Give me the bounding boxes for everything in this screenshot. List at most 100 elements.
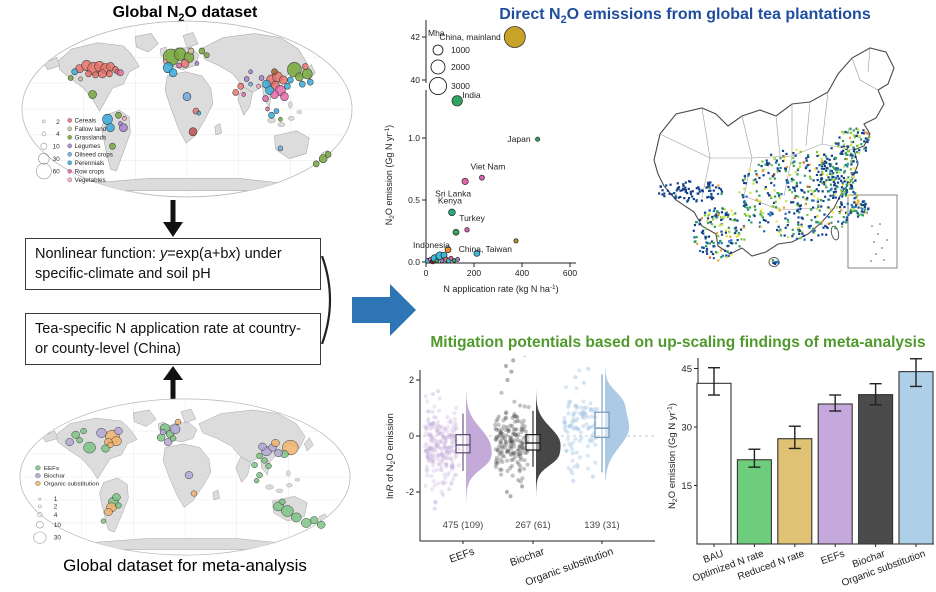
svg-text:10: 10 [54,522,62,529]
svg-text:4: 4 [56,131,60,138]
svg-text:1.0: 1.0 [408,133,420,143]
bar-group [696,367,732,545]
map-legend: EEFs Biochar Organic substitution 124 10 30 [33,465,99,544]
meta-analysis-map: EEFs Biochar Organic substitution 124 10 30 [19,398,351,556]
svg-text:30: 30 [681,423,692,434]
bar-group [898,358,934,545]
raincloud-group [562,366,630,483]
svg-text:60: 60 [53,168,61,175]
svg-text:3000: 3000 [451,81,470,91]
svg-text:2000: 2000 [451,62,470,72]
svg-text:Vegetables: Vegetables [75,177,106,184]
svg-text:200: 200 [467,268,481,278]
svg-text:0.5: 0.5 [408,195,420,205]
category-label: EEFs [819,548,846,567]
svg-text:Japan: Japan [507,134,530,144]
svg-text:1: 1 [54,496,58,503]
raincloud-group [422,389,492,511]
svg-text:0: 0 [424,268,429,278]
bar-group [858,383,894,545]
group-count: 139 (31) [584,520,619,531]
map1-title: Global N2O dataset [112,4,258,25]
svg-text:400: 400 [515,268,529,278]
inset-islands [870,223,888,262]
bar-group [817,394,853,545]
svg-text:Viet Nam: Viet Nam [471,162,506,172]
svg-text:China, mainland: China, mainland [439,32,501,42]
svg-text:N application rate (kg N ha-1): N application rate (kg N ha-1) [443,284,558,294]
country-points: China, mainland India Japan Viet Nam Sri Lan… [413,26,541,265]
scatter-section-title: Direct N2O emissions from global tea pla… [499,6,871,27]
svg-text:0.0: 0.0 [408,257,420,267]
n2o-scatter-chart: 40 42 0.0 0.5 1.0 0 200 400 600 N application rat… [384,20,577,294]
china-county-map [653,47,898,269]
svg-text:Grasslands: Grasslands [75,135,107,142]
svg-text:2: 2 [409,375,414,385]
arrow-down-icon [163,200,183,237]
axes: 2 0 -2 [406,370,655,544]
method-box-nonlinear-function: Nonlinear function: y=exp(a+bx) under sp… [25,238,321,290]
svg-text:30: 30 [53,156,61,163]
raincloud-group [493,356,561,499]
svg-text:Biochar: Biochar [508,545,546,569]
svg-text:Legumes: Legumes [75,143,101,150]
axes: 40 42 0.0 0.5 1.0 0 200 400 600 [408,20,577,278]
china-outline [653,47,895,257]
svg-text:45: 45 [681,364,692,375]
svg-text:0: 0 [409,431,414,441]
study-site-points [67,47,332,168]
svg-text:Cereals: Cereals [75,118,97,125]
method-box-tea-n-rate: Tea-specific N application rate at count… [25,313,321,365]
svg-text:30: 30 [54,535,62,542]
svg-text:Row crops: Row crops [75,168,105,175]
bar-group [777,425,813,545]
continents [19,399,351,555]
raincloud-chart: 2 0 -2 lnR of N2O emission 475 (109) EEFs 267 … [385,356,655,589]
svg-text:Kenya: Kenya [438,195,462,205]
svg-text:Oilseed crops: Oilseed crops [75,152,113,159]
svg-text:600: 600 [563,268,577,278]
taiwan-island [830,225,840,241]
county-emission-cells [658,127,871,265]
map2-caption: Global dataset for meta-analysis [63,556,307,575]
category-label: Biochar [508,545,546,569]
svg-text:40: 40 [411,75,421,85]
svg-text:India: India [462,90,481,100]
bar-group [736,448,772,545]
group-count: 475 (109) [443,520,484,531]
svg-text:15: 15 [681,481,692,492]
svg-text:Fallow land: Fallow land [75,126,107,133]
category-label: EEFs [448,546,476,566]
svg-text:EEFs: EEFs [819,548,846,567]
svg-text:EEFs: EEFs [448,546,476,566]
svg-text:4: 4 [54,512,58,519]
svg-text:Biochar: Biochar [44,474,65,480]
size-legend: Mha 1000 2000 3000 [428,28,470,96]
grouping-paren [320,256,332,344]
svg-text:N2O emission (Gg N yr-1): N2O emission (Gg N yr-1) [667,403,680,509]
svg-text:Indonesia: Indonesia [413,240,450,250]
svg-text:N2O emission (Gg N yr-1): N2O emission (Gg N yr-1) [384,125,396,225]
arrow-up-icon [163,366,183,402]
svg-text:Turkey: Turkey [459,213,485,223]
svg-text:Organic substitution: Organic substitution [44,482,99,488]
big-right-arrow-icon [352,284,416,336]
svg-text:1000: 1000 [451,45,470,55]
svg-text:42: 42 [411,32,421,42]
group-count: 267 (61) [515,520,550,531]
svg-text:10: 10 [53,144,61,151]
svg-text:2: 2 [56,119,60,126]
svg-text:-2: -2 [406,487,414,497]
svg-text:Perennials: Perennials [75,160,105,167]
svg-text:Sri Lanka: Sri Lanka [435,188,471,198]
study-site-points [65,418,326,529]
svg-text:Mha: Mha [428,28,445,38]
svg-text:EEFs: EEFs [44,466,59,472]
svg-text:China, Taiwan: China, Taiwan [459,244,513,254]
svg-text:lnR of N2O emission: lnR of N2O emission [385,413,397,499]
mitigation-section-title: Mitigation potentials based on up-scalin… [430,334,926,351]
